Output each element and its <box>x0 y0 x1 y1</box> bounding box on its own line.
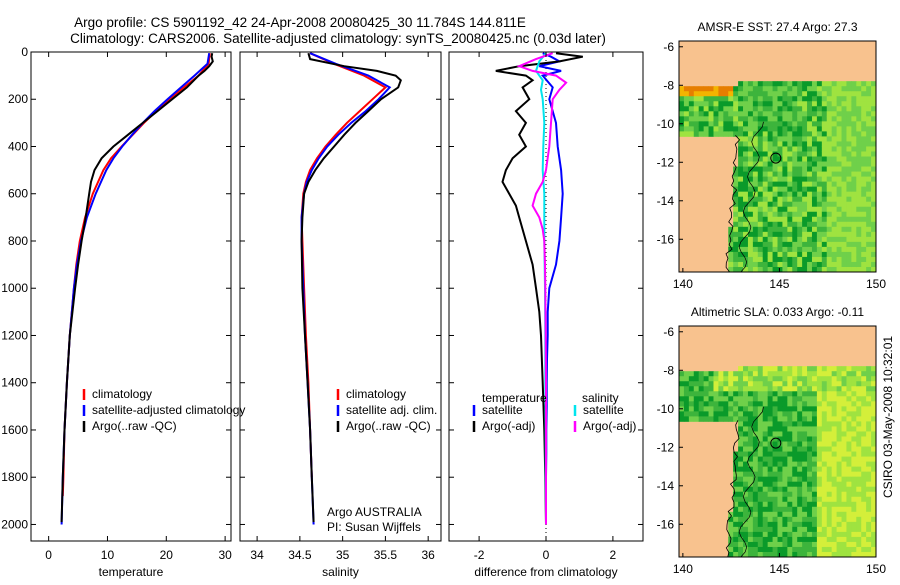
difference-xtick-label-2: 2 <box>610 548 617 562</box>
sst-map-coastline <box>725 135 741 273</box>
difference-series-1 <box>495 52 583 525</box>
sla-map-frame <box>678 325 877 558</box>
sst-map-ytick-label-5: -16 <box>657 232 675 246</box>
sla-map-ytick-label-3: -12 <box>657 440 675 454</box>
temperature-xtick-label-1: 10 <box>101 548 115 562</box>
sst-map-float-marker <box>770 152 782 164</box>
depth-tick-label-10: 2000 <box>1 517 28 531</box>
salinity-legend-1-label: satellite adj. clim. <box>346 403 437 417</box>
temperature-series-2 <box>60 53 214 523</box>
temperature-xlabel: temperature <box>99 565 164 579</box>
diff-legend-2-label: satellite <box>583 403 624 417</box>
depth-tick-label-0: 0 <box>21 45 28 59</box>
salinity-panel: 34 34.5 35 35.5 36 salinity climatology satelli… <box>239 51 442 579</box>
sla-map-coastline <box>725 420 740 558</box>
temperature-xtick-label-3: 30 <box>218 548 232 562</box>
sla-map-title: Altimetric SLA: 0.033 Argo: -0.11 <box>691 305 865 319</box>
sst-map-frame <box>678 40 877 273</box>
sla-map-ytick-label-2: -10 <box>657 402 675 416</box>
depth-tick-label-9: 1800 <box>1 470 28 484</box>
sla-map-ytick-label-0: -6 <box>663 325 674 339</box>
sla-map-ytick-label-1: -8 <box>663 363 674 377</box>
depth-tick-label-8: 1600 <box>1 423 28 437</box>
sst-map-depth-contour <box>738 121 764 273</box>
sla-map-cells <box>679 366 877 558</box>
depth-tick-label-3: 600 <box>8 187 28 201</box>
salinity-frame <box>239 51 442 542</box>
temperature-panel: 0 10 20 30 temperature 0 200 400 600 800 1000 1200 1… <box>1 45 245 579</box>
temperature-legend-2-label: Argo(..raw -QC) <box>92 419 177 433</box>
salinity-legend-2-label: Argo(..raw -QC) <box>346 419 431 433</box>
depth-tick-label-6: 1200 <box>1 328 28 342</box>
sst-map-cells <box>679 81 877 273</box>
salinity-annotation-line2: PI: Susan Wijffels <box>327 520 421 534</box>
difference-xlabel: difference from climatology <box>474 565 617 579</box>
salinity-xtick-label-0: 34 <box>250 548 264 562</box>
temperature-xtick-label-2: 20 <box>160 548 174 562</box>
difference-panel: -2 0 2 difference from climatology temperatu… <box>448 51 644 579</box>
temperature-frame <box>30 51 232 542</box>
salinity-xtick-label-4: 36 <box>421 548 435 562</box>
depth-tick-label-4: 800 <box>8 234 28 248</box>
depth-tick-label-1: 200 <box>8 92 28 106</box>
salinity-xtick-label-3: 35.5 <box>374 548 398 562</box>
temperature-series-1 <box>60 53 211 525</box>
sst-map-ytick-label-3: -12 <box>657 155 675 169</box>
diff-legend-title-salinity: salinity <box>582 391 619 405</box>
sla-map-panel: Altimetric SLA: 0.033 Argo: -0.11 140 145 1… <box>657 305 887 576</box>
sla-map-ytick-label-5: -16 <box>657 517 675 531</box>
temperature-legend-1-label: satellite-adjusted climatology <box>92 403 245 417</box>
sla-map-float-marker <box>770 437 782 449</box>
salinity-xlabel: salinity <box>322 565 359 579</box>
temperature-legend-0-label: climatology <box>92 387 152 401</box>
salinity-xtick-label-2: 35 <box>336 548 350 562</box>
sla-map-xtick-label-2: 150 <box>866 562 886 576</box>
difference-xtick-label-1: 0 <box>543 548 550 562</box>
temperature-xtick-label-0: 0 <box>45 548 52 562</box>
sst-map-xtick-label-0: 140 <box>673 277 693 291</box>
diff-legend-0-label: satellite <box>482 403 523 417</box>
sst-map-xtick-label-2: 150 <box>866 277 886 291</box>
sla-map-depth-contour <box>738 406 764 558</box>
depth-tick-label-2: 400 <box>8 139 28 153</box>
sst-map-xtick-label-1: 145 <box>769 277 789 291</box>
sst-map-ytick-label-0: -6 <box>663 40 674 54</box>
sst-map-ytick-label-1: -8 <box>663 78 674 92</box>
figure-title-line2: Climatology: CARS2006. Satellite-adjuste… <box>70 31 606 46</box>
difference-series-3 <box>516 52 568 525</box>
salinity-series-2 <box>300 52 402 523</box>
figure-title-line1: Argo profile: CS 5901192_42 24-Apr-2008 … <box>74 15 526 30</box>
sst-map-ytick-label-4: -14 <box>657 194 675 208</box>
diff-legend-3-label: Argo(-adj) <box>583 419 636 433</box>
diff-legend-1-label: Argo(-adj) <box>482 419 535 433</box>
sla-map-xtick-label-0: 140 <box>673 562 693 576</box>
salinity-annotation-line1: Argo AUSTRALIA <box>327 505 422 519</box>
sst-map-panel: AMSR-E SST: 27.4 Argo: 27.3 140 145 150 -6 -8… <box>657 20 887 291</box>
difference-xtick-label-0: -2 <box>474 548 485 562</box>
sla-map-ytick-label-4: -14 <box>657 479 675 493</box>
salinity-legend-0-label: climatology <box>346 387 406 401</box>
timestamp-label: CSIRO 03-May-2008 10:32:01 <box>881 336 895 498</box>
depth-tick-label-5: 1000 <box>1 281 28 295</box>
salinity-xtick-label-1: 34.5 <box>288 548 312 562</box>
sla-map-xtick-label-1: 145 <box>769 562 789 576</box>
diff-legend-title-temperature: temperature <box>482 391 547 405</box>
depth-tick-label-7: 1400 <box>1 376 28 390</box>
sst-map-ytick-label-2: -10 <box>657 117 675 131</box>
sst-map-title: AMSR-E SST: 27.4 Argo: 27.3 <box>697 20 857 34</box>
panels-layer: 0 10 20 30temperature0200400600800100012001… <box>1 20 886 579</box>
